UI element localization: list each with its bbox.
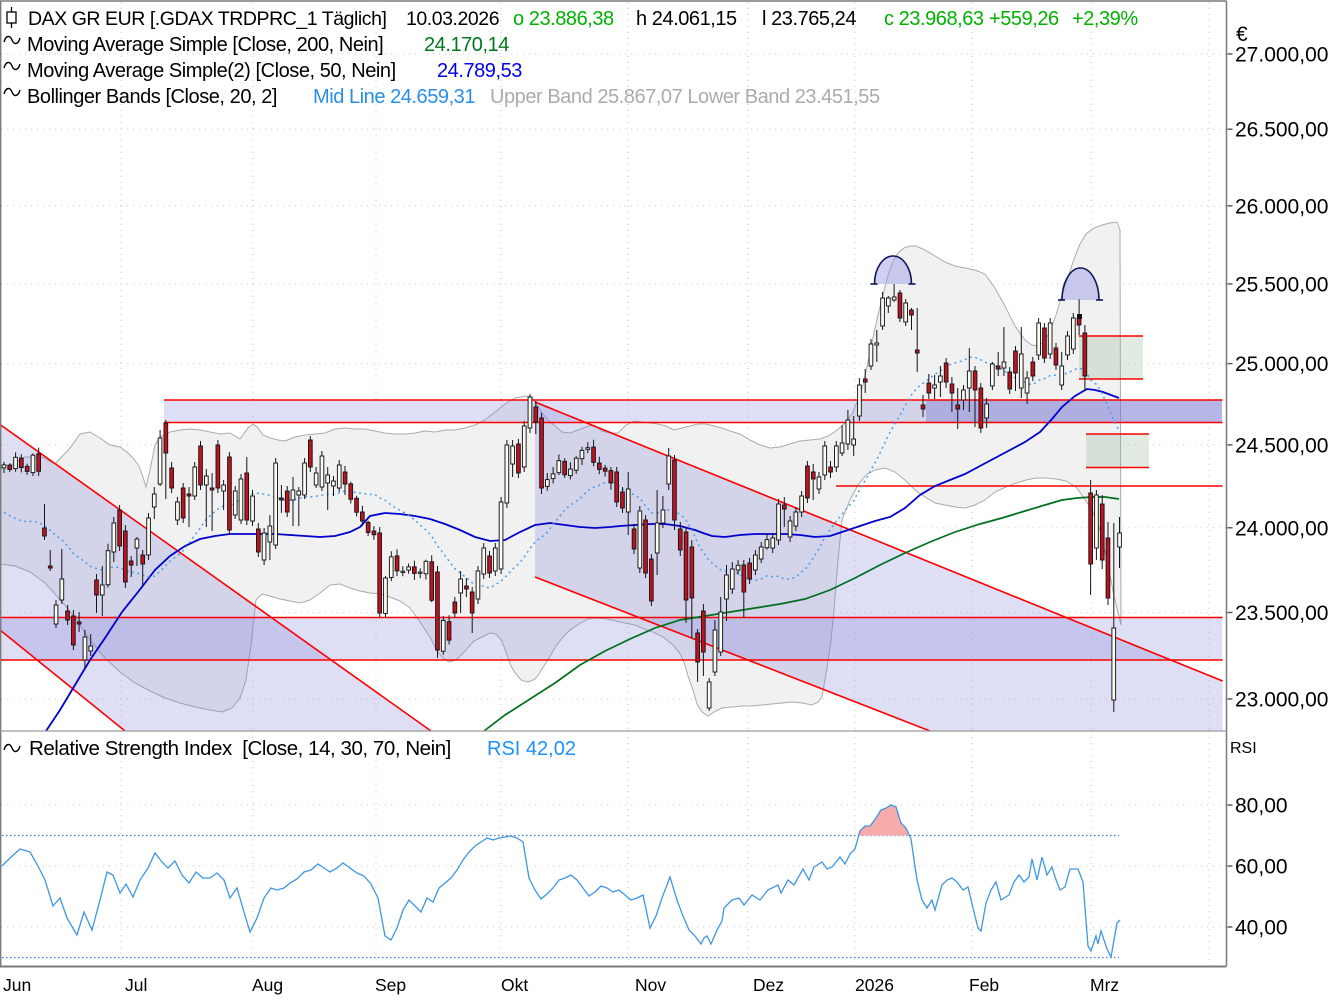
svg-text:Relative Strength Index [Clos: Relative Strength Index [Close, 14, 30, … [29, 737, 451, 760]
svg-text:Upper Band 25.867,07 Lower Ba: Upper Band 25.867,07 Lower Band 23.451,5… [490, 86, 880, 108]
svg-text:27.000,00: 27.000,00 [1235, 44, 1328, 67]
svg-text:24.170,14: 24.170,14 [424, 34, 509, 56]
svg-text:40,00: 40,00 [1235, 917, 1288, 940]
svg-text:24.000,00: 24.000,00 [1235, 517, 1328, 540]
svg-text:+559,26: +559,26 [989, 8, 1059, 30]
svg-text:+2,39%: +2,39% [1072, 8, 1138, 30]
svg-text:Sep: Sep [375, 975, 406, 995]
svg-text:Feb: Feb [969, 975, 999, 995]
svg-text:Dez: Dez [753, 975, 784, 995]
svg-text:Mrz: Mrz [1090, 975, 1119, 995]
svg-text:Aug: Aug [252, 975, 283, 995]
svg-text:l 23.765,24: l 23.765,24 [762, 8, 856, 30]
svg-text:o 23.886,38: o 23.886,38 [513, 8, 614, 30]
svg-text:2026: 2026 [855, 975, 894, 995]
svg-text:Moving Average Simple(2) [Clo: Moving Average Simple(2) [Close, 50, Nei… [27, 60, 396, 82]
svg-text:RSI: RSI [1230, 740, 1257, 757]
svg-text:RSI 42,02: RSI 42,02 [487, 738, 576, 760]
svg-text:Jul: Jul [125, 975, 147, 995]
svg-text:25.500,00: 25.500,00 [1235, 273, 1328, 296]
svg-text:24.500,00: 24.500,00 [1235, 434, 1328, 457]
svg-text:26.000,00: 26.000,00 [1235, 195, 1328, 218]
svg-text:Moving Average Simple [Close,: Moving Average Simple [Close, 200, Nein] [27, 34, 383, 56]
svg-text:Bollinger Bands [Close, 20, 2: Bollinger Bands [Close, 20, 2] [27, 86, 277, 108]
svg-text:10.03.2026: 10.03.2026 [406, 8, 499, 30]
svg-text:25.000,00: 25.000,00 [1235, 353, 1328, 376]
svg-text:€: € [1236, 23, 1248, 46]
svg-text:23.500,00: 23.500,00 [1235, 602, 1328, 625]
svg-text:DAX GR EUR [.GDAX TRDPRC_1 Tä: DAX GR EUR [.GDAX TRDPRC_1 Täglich] [28, 8, 386, 30]
svg-text:Mid Line 24.659,31: Mid Line 24.659,31 [313, 86, 475, 108]
svg-text:Nov: Nov [635, 975, 666, 995]
svg-text:c 23.968,63: c 23.968,63 [884, 8, 984, 30]
svg-text:Okt: Okt [501, 975, 528, 995]
svg-text:60,00: 60,00 [1235, 856, 1288, 879]
svg-text:24.789,53: 24.789,53 [437, 60, 522, 82]
svg-text:26.500,00: 26.500,00 [1235, 119, 1328, 142]
svg-text:23.000,00: 23.000,00 [1235, 689, 1328, 712]
svg-text:h 24.061,15: h 24.061,15 [636, 8, 737, 30]
svg-text:Jun: Jun [3, 975, 31, 995]
svg-text:80,00: 80,00 [1235, 795, 1288, 818]
